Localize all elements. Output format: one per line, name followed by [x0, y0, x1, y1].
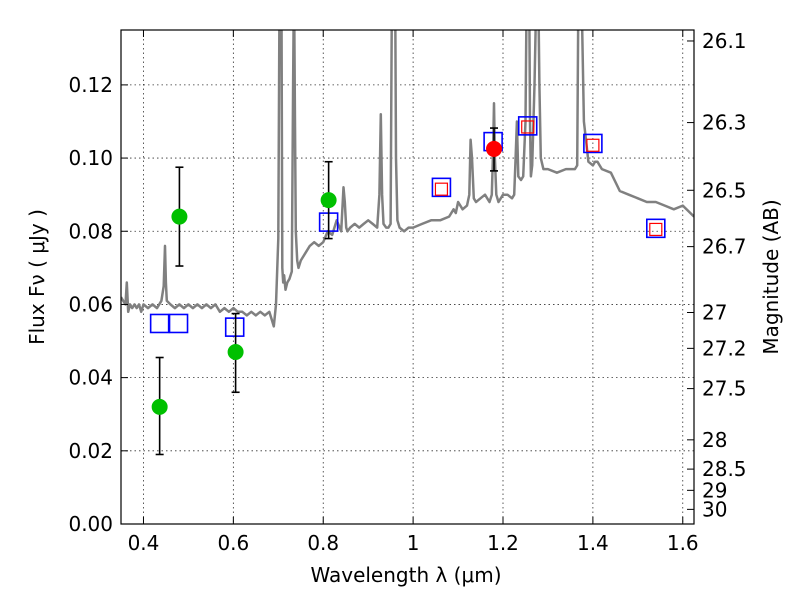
plot-background — [121, 30, 694, 524]
right-tick-label: 28.5 — [702, 457, 747, 481]
model-spectrum — [121, 30, 694, 328]
x-tick-label: 1.4 — [577, 531, 609, 555]
right-tick-label: 27.5 — [702, 377, 747, 401]
model-photometry-square — [645, 218, 666, 239]
model-photometry-small-square — [434, 182, 449, 196]
x-tick-label: 1.2 — [487, 531, 519, 555]
right-tick-label: 26.5 — [702, 178, 747, 202]
x-axis-label: Wavelength λ (μm) — [310, 563, 501, 587]
model-photometry-small-square — [586, 138, 600, 152]
right-tick-label: 30 — [702, 497, 727, 521]
y-axis-ticks: 0.00 0.02 0.04 0.06 0.08 0.10 0.12 — [68, 73, 128, 536]
model-photometry-square — [149, 313, 170, 334]
data-points — [149, 116, 666, 456]
right-tick-label: 29 — [702, 478, 727, 502]
x-tick-label: 1 — [407, 531, 420, 555]
model-photometry-square — [224, 317, 245, 337]
observed-point-green-2 — [171, 208, 188, 225]
right-tick-label: 26.3 — [702, 111, 747, 135]
model-photometry-square — [517, 116, 538, 136]
y-tick-label: 0.06 — [68, 292, 113, 316]
observed-point-red-1 — [486, 140, 503, 157]
y-tick-label: 0.02 — [68, 439, 113, 463]
plot-frame — [120, 29, 695, 525]
model-photometry-small-square — [521, 120, 535, 134]
right-tick-label: 27 — [702, 300, 727, 324]
x-tick-label: 1.6 — [667, 531, 699, 555]
x-tick-label: 0.8 — [307, 531, 339, 555]
x-axis-ticks: 0.4 0.6 0.8 1 1.2 1.4 1.6 — [128, 30, 699, 555]
right-axis-label: Magnitude (AB) — [759, 199, 783, 354]
observed-point-green-1 — [151, 398, 168, 415]
right-tick-label: 27.2 — [702, 336, 747, 360]
right-tick-label: 28 — [702, 428, 727, 452]
grid — [121, 30, 694, 524]
right-tick-label: 26.1 — [702, 29, 747, 53]
y-tick-label: 0.00 — [68, 512, 113, 536]
x-tick-label: 0.6 — [217, 531, 249, 555]
right-tick-label: 26.7 — [702, 235, 747, 259]
y-tick-label: 0.04 — [68, 366, 113, 390]
spectrum-line — [121, 30, 694, 328]
y-tick-label: 0.10 — [68, 146, 113, 170]
observed-point-green-3 — [227, 344, 244, 361]
model-photometry-square — [583, 133, 603, 154]
y-tick-label: 0.08 — [68, 219, 113, 243]
observed-point-green-4 — [320, 192, 337, 209]
model-photometry-square — [168, 313, 189, 334]
model-photometry-small-square — [649, 222, 663, 237]
model-photometry-square — [431, 177, 452, 198]
x-tick-label: 0.4 — [128, 531, 160, 555]
y-axis-label: Flux Fν ( μJy ) — [25, 209, 49, 345]
y-tick-label: 0.12 — [68, 73, 113, 97]
